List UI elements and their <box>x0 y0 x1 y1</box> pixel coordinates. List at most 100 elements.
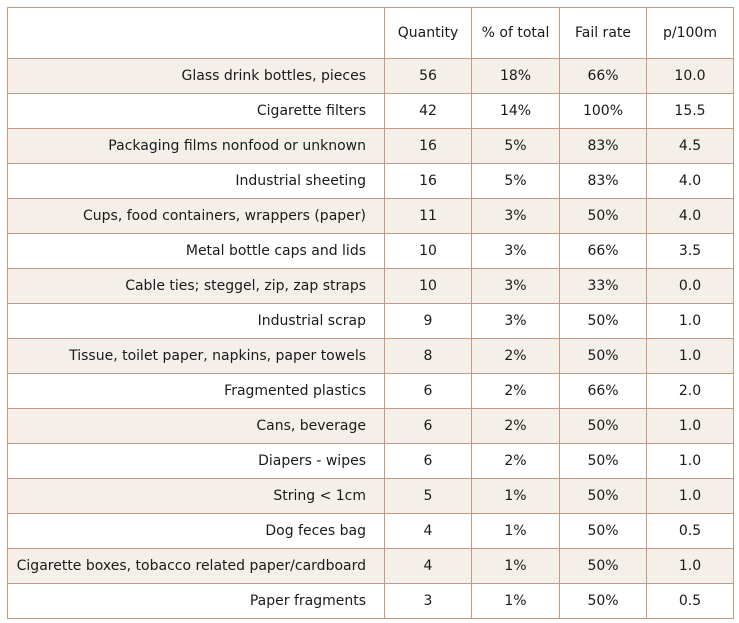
percent-cell: 5% <box>471 128 560 164</box>
table-row: Cable ties; steggel, zip, zap straps 10 3%… <box>7 268 734 304</box>
fail-rate-cell: 33% <box>559 268 647 304</box>
fail-rate-cell: 100% <box>559 93 647 129</box>
per-100m-cell: 0.0 <box>646 268 734 304</box>
fail-rate-cell: 66% <box>559 373 647 409</box>
fail-rate-cell: 50% <box>559 513 647 549</box>
percent-cell: 1% <box>471 548 560 584</box>
fail-rate-cell: 83% <box>559 163 647 199</box>
table-row: Packaging films nonfood or unknown 16 5% 83… <box>7 128 734 164</box>
table-header: Quantity % of total Fail rate p/100m <box>7 7 734 59</box>
quantity-cell: 9 <box>384 303 472 339</box>
percent-cell: 3% <box>471 268 560 304</box>
table-row: Fragmented plastics 6 2% 66% 2.0 <box>7 373 734 409</box>
per-100m-cell: 1.0 <box>646 303 734 339</box>
quantity-cell: 6 <box>384 373 472 409</box>
item-cell: String < 1cm <box>7 478 385 514</box>
header-row: Quantity % of total Fail rate p/100m <box>7 7 734 59</box>
item-cell: Dog feces bag <box>7 513 385 549</box>
header-per-100m: p/100m <box>646 7 734 59</box>
fail-rate-cell: 50% <box>559 548 647 584</box>
quantity-cell: 5 <box>384 478 472 514</box>
percent-cell: 2% <box>471 373 560 409</box>
quantity-cell: 16 <box>384 163 472 199</box>
quantity-cell: 6 <box>384 443 472 479</box>
item-cell: Tissue, toilet paper, napkins, paper tow… <box>7 338 385 374</box>
table-row: Cups, food containers, wrappers (paper) 1… <box>7 198 734 234</box>
per-100m-cell: 1.0 <box>646 443 734 479</box>
fail-rate-cell: 66% <box>559 233 647 269</box>
percent-cell: 5% <box>471 163 560 199</box>
quantity-cell: 42 <box>384 93 472 129</box>
item-cell: Industrial scrap <box>7 303 385 339</box>
item-cell: Cigarette filters <box>7 93 385 129</box>
item-cell: Cups, food containers, wrappers (paper) <box>7 198 385 234</box>
percent-cell: 3% <box>471 233 560 269</box>
item-cell: Glass drink bottles, pieces <box>7 58 385 94</box>
table-row: Cigarette boxes, tobacco related paper/c… <box>7 548 734 584</box>
table-row: Industrial sheeting 16 5% 83% 4.0 <box>7 163 734 199</box>
item-cell: Cans, beverage <box>7 408 385 444</box>
fail-rate-cell: 50% <box>559 583 647 619</box>
item-cell: Diapers - wipes <box>7 443 385 479</box>
percent-cell: 3% <box>471 198 560 234</box>
quantity-cell: 16 <box>384 128 472 164</box>
per-100m-cell: 3.5 <box>646 233 734 269</box>
percent-cell: 1% <box>471 583 560 619</box>
percent-cell: 2% <box>471 443 560 479</box>
quantity-cell: 4 <box>384 513 472 549</box>
quantity-cell: 11 <box>384 198 472 234</box>
quantity-cell: 10 <box>384 268 472 304</box>
quantity-cell: 6 <box>384 408 472 444</box>
header-quantity: Quantity <box>384 7 472 59</box>
percent-cell: 2% <box>471 408 560 444</box>
per-100m-cell: 0.5 <box>646 583 734 619</box>
quantity-cell: 56 <box>384 58 472 94</box>
fail-rate-cell: 50% <box>559 338 647 374</box>
per-100m-cell: 4.0 <box>646 163 734 199</box>
per-100m-cell: 0.5 <box>646 513 734 549</box>
per-100m-cell: 1.0 <box>646 478 734 514</box>
item-cell: Packaging films nonfood or unknown <box>7 128 385 164</box>
fail-rate-cell: 50% <box>559 443 647 479</box>
fail-rate-cell: 50% <box>559 198 647 234</box>
item-cell: Industrial sheeting <box>7 163 385 199</box>
header-fail-rate: Fail rate <box>559 7 647 59</box>
percent-cell: 2% <box>471 338 560 374</box>
per-100m-cell: 4.0 <box>646 198 734 234</box>
percent-cell: 1% <box>471 478 560 514</box>
quantity-cell: 3 <box>384 583 472 619</box>
per-100m-cell: 10.0 <box>646 58 734 94</box>
table-row: Cigarette filters 42 14% 100% 15.5 <box>7 93 734 129</box>
percent-cell: 1% <box>471 513 560 549</box>
table-row: Cans, beverage 6 2% 50% 1.0 <box>7 408 734 444</box>
table-row: Metal bottle caps and lids 10 3% 66% 3.5 <box>7 233 734 269</box>
quantity-cell: 4 <box>384 548 472 584</box>
fail-rate-cell: 50% <box>559 303 647 339</box>
per-100m-cell: 15.5 <box>646 93 734 129</box>
per-100m-cell: 1.0 <box>646 408 734 444</box>
per-100m-cell: 1.0 <box>646 338 734 374</box>
table-row: Industrial scrap 9 3% 50% 1.0 <box>7 303 734 339</box>
percent-cell: 18% <box>471 58 560 94</box>
header-item <box>7 7 385 59</box>
per-100m-cell: 1.0 <box>646 548 734 584</box>
fail-rate-cell: 66% <box>559 58 647 94</box>
percent-cell: 14% <box>471 93 560 129</box>
table-row: Glass drink bottles, pieces 56 18% 66% 10.0 <box>7 58 734 94</box>
fail-rate-cell: 50% <box>559 408 647 444</box>
item-cell: Paper fragments <box>7 583 385 619</box>
item-cell: Metal bottle caps and lids <box>7 233 385 269</box>
table-body: Glass drink bottles, pieces 56 18% 66% 10.0 C… <box>7 58 734 619</box>
table-row: Paper fragments 3 1% 50% 0.5 <box>7 583 734 619</box>
per-100m-cell: 4.5 <box>646 128 734 164</box>
item-cell: Fragmented plastics <box>7 373 385 409</box>
quantity-cell: 8 <box>384 338 472 374</box>
percent-cell: 3% <box>471 303 560 339</box>
header-percent-of-total: % of total <box>471 7 560 59</box>
per-100m-cell: 2.0 <box>646 373 734 409</box>
fail-rate-cell: 50% <box>559 478 647 514</box>
table-row: Dog feces bag 4 1% 50% 0.5 <box>7 513 734 549</box>
table-row: String < 1cm 5 1% 50% 1.0 <box>7 478 734 514</box>
quantity-cell: 10 <box>384 233 472 269</box>
table-row: Diapers - wipes 6 2% 50% 1.0 <box>7 443 734 479</box>
